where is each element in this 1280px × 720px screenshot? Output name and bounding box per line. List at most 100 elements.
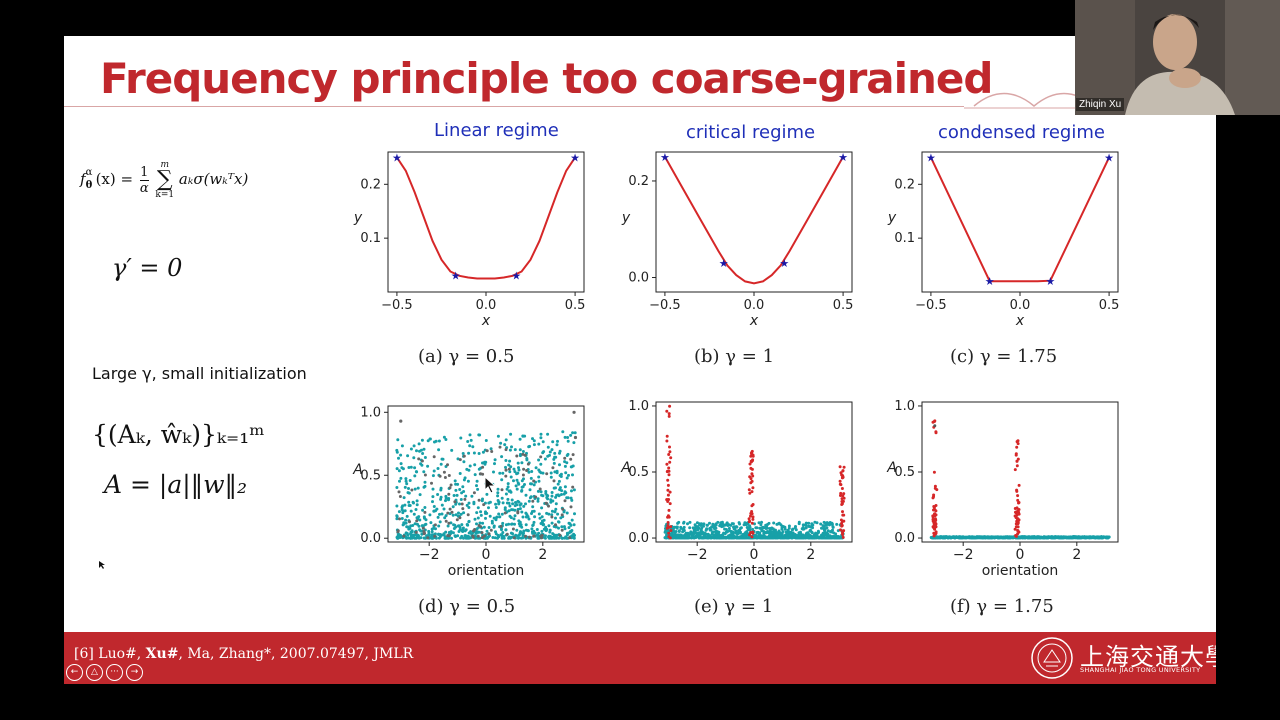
neuron-point [524,511,528,515]
neuron-point [522,529,526,533]
nav-menu-button[interactable]: ··· [106,664,123,681]
neuron-point [452,527,456,530]
neuron-point [540,515,544,519]
nav-prev-button[interactable]: ← [66,664,83,681]
neuron-point [951,536,955,540]
neuron-point-dark [421,526,425,530]
neuron-point [483,462,487,466]
neuron-point [484,516,487,520]
condensed-point [841,535,845,539]
frac-den: α [139,180,149,196]
neuron-point [765,535,769,539]
neuron-point [462,460,466,464]
neuron-point [714,531,718,535]
neuron-point [415,449,418,453]
neuron-point [563,464,567,468]
neuron-point [552,457,556,461]
neuron-point-dark [448,486,452,490]
neuron-point [1047,535,1051,539]
neuron-point [557,526,560,530]
neuron-point [503,506,507,510]
neuron-point [821,524,825,528]
neuron-point [429,536,433,540]
neuron-point [469,438,473,442]
neuron-point-dark [572,410,576,414]
neuron-point [528,488,532,492]
condensed-point [748,475,752,479]
neuron-point [779,536,783,540]
condensed-point [932,519,936,523]
neuron-point [539,490,543,494]
neuron-point [1050,536,1054,539]
neuron-point [554,486,557,490]
neuron-point [766,530,769,533]
neuron-point [407,487,410,490]
condensed-point [750,504,754,508]
neuron-point [436,467,440,470]
caption-e: (e) γ = 1 [694,596,774,617]
condensed-point [751,486,755,490]
neuron-point [509,516,513,520]
fit-curve [664,156,844,285]
neuron-point [500,478,504,482]
neuron-point [418,536,421,540]
condensed-point [747,517,751,521]
neuron-point [527,470,531,474]
neuron-point-dark [458,458,462,462]
neuron-point [422,470,426,474]
condensed-point [668,445,671,449]
y-tick-label: 0.2 [360,177,381,192]
neuron-point [477,433,481,437]
neuron-point [549,471,553,475]
plot-frame [387,151,585,293]
neuron-point [674,530,678,533]
neuron-point [727,526,731,530]
neuron-point [815,533,819,537]
neuron-point [834,532,838,536]
x-tick-label: −2 [419,547,440,563]
nav-next-button[interactable]: → [126,664,143,681]
training-point-star: ★ [926,151,936,164]
neuron-point [554,502,558,506]
neuron-point [459,436,463,440]
condensed-point [1013,468,1017,472]
ref-suffix: , Ma, Zhang*, 2007.07497, JMLR [178,646,414,662]
neuron-point [697,535,701,539]
slide: Frequency principle too coarse-grained L… [64,36,1216,684]
neuron-point [736,531,740,535]
neuron-point [467,501,471,505]
neuron-point [395,517,399,521]
neuron-point [768,536,772,540]
condensed-point [665,409,669,413]
y-tick-label: 0.1 [894,231,915,246]
neuron-point [804,523,807,527]
neuron-point [521,450,525,453]
neuron-point [569,529,572,533]
neuron-point-dark [507,467,511,471]
neuron-point [559,475,563,478]
neuron-point [1018,535,1022,539]
neuron-point [1054,536,1058,540]
neuron-point [444,499,447,503]
neuron-point [409,509,413,513]
neuron-point [817,536,821,540]
neuron-point [479,510,483,514]
nav-home-button[interactable]: △ [86,664,103,681]
neuron-point [458,472,462,475]
neuron-point [1038,536,1042,540]
neuron-point [540,529,544,533]
neuron-point-dark [524,534,528,538]
condensed-point [1016,525,1020,529]
chart-f-scatter: −2 0 2 0.0 0.5 1.0 orientation A [886,399,1119,579]
neuron-point [681,528,685,531]
neuron-point [496,487,500,491]
neuron-point [569,433,573,437]
training-point-star: ★ [392,151,402,164]
neuron-point [467,506,471,509]
neuron-point [481,461,484,465]
neuron-point [443,516,447,520]
condensed-point [669,529,673,532]
neuron-point [536,497,540,501]
neuron-point-dark [447,492,451,496]
neuron-point [472,451,476,455]
